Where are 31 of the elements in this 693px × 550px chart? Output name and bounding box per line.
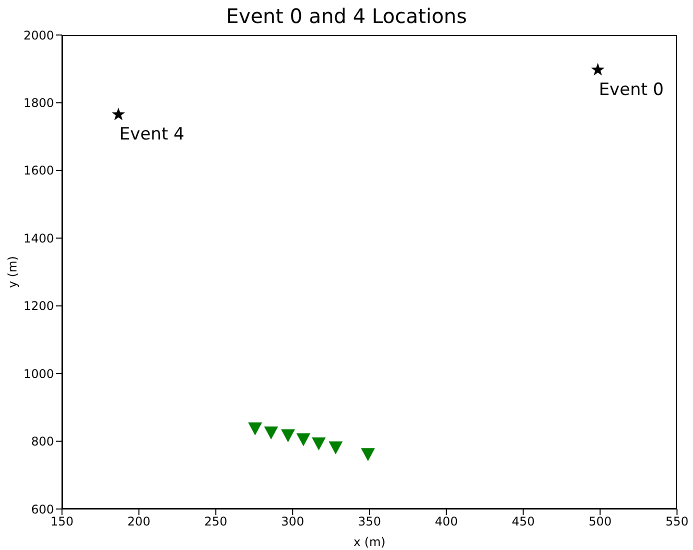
- y-tick-label: 2000: [23, 28, 54, 42]
- annotation: Event 0: [598, 80, 664, 100]
- x-tick-label: 400: [434, 514, 458, 529]
- point: [591, 62, 604, 76]
- point: [281, 429, 296, 442]
- chart-title: Event 0 and 4 Locations: [225, 4, 468, 28]
- x-tick-label: 200: [127, 514, 150, 529]
- y-tick-label: 600: [31, 502, 54, 516]
- x-tick-label: 250: [204, 514, 228, 529]
- point: [248, 422, 262, 436]
- x-tick-label: 500: [588, 514, 612, 529]
- x-tick-label: 550: [666, 514, 688, 529]
- x-tick-label: 300: [281, 514, 304, 529]
- point: [112, 108, 126, 120]
- y-tick-label: 1400: [23, 231, 54, 246]
- point: [328, 441, 343, 454]
- y-tick-label: 1200: [23, 299, 54, 314]
- x-axis-title: x (m): [354, 535, 386, 549]
- y-tick-label: 1800: [23, 96, 54, 110]
- point: [264, 426, 278, 440]
- y-tick-label: 1000: [23, 366, 54, 381]
- y-tick-label: 1600: [23, 164, 54, 178]
- y-axis-title: y (m): [5, 256, 20, 288]
- point: [360, 448, 375, 462]
- x-tick-label: 450: [512, 514, 535, 529]
- x-tick-label: 150: [50, 514, 74, 529]
- point: [312, 437, 326, 450]
- annotation: Event 4: [119, 124, 184, 145]
- y-tick-label: 800: [31, 434, 54, 449]
- x-tick-label: 350: [358, 514, 381, 529]
- point: [296, 433, 310, 446]
